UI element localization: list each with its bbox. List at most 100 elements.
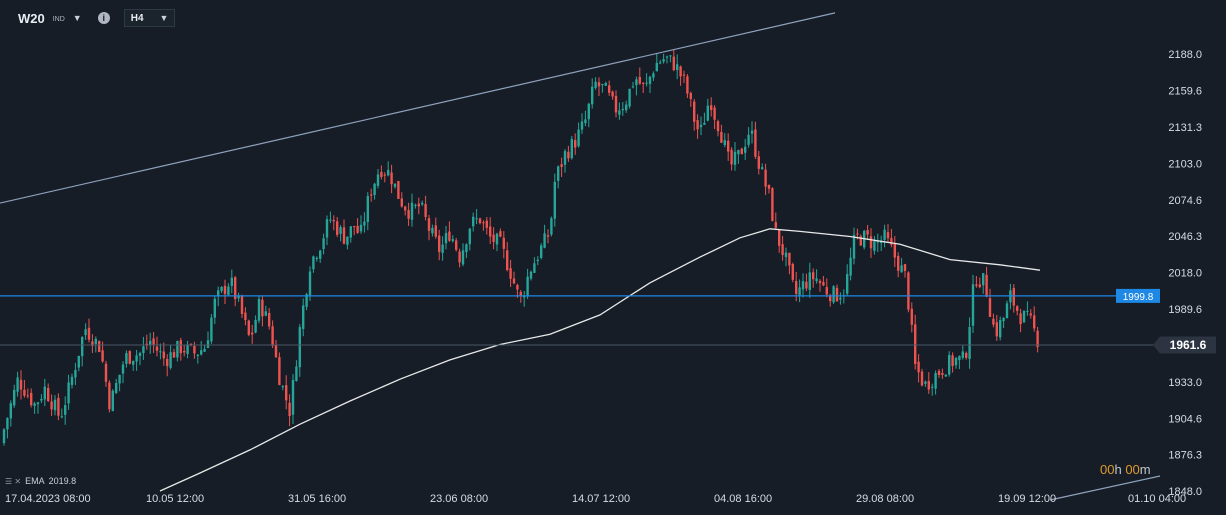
candle-body [495, 233, 499, 245]
candle-body [614, 95, 618, 113]
candle-body [271, 326, 274, 346]
candle-body [210, 317, 213, 342]
candle-body [567, 151, 570, 159]
candle-body [648, 76, 652, 85]
candle-body [278, 357, 281, 386]
candle-body [597, 82, 601, 87]
candle-body [832, 286, 835, 303]
candle-body [305, 294, 308, 307]
candle-body [550, 218, 553, 235]
candle-body [257, 298, 261, 321]
candle-body [594, 81, 597, 88]
candle-body [699, 124, 703, 128]
candle-body [659, 62, 662, 64]
candle-body [720, 131, 723, 143]
candle-body [458, 251, 461, 263]
candle-body [988, 298, 992, 317]
y-tick-label: 2188.0 [1168, 49, 1202, 61]
candle-body [747, 134, 750, 145]
candle-body [176, 341, 179, 358]
candle-body [631, 86, 635, 88]
candle-body [733, 151, 737, 165]
candle-body [312, 256, 315, 270]
candle-body [36, 402, 40, 405]
candle-body [818, 280, 822, 284]
candle-body [366, 196, 369, 223]
candle-body [451, 239, 454, 242]
candle-body [417, 203, 420, 207]
candle-body [240, 295, 244, 314]
candle-body [696, 120, 699, 130]
y-tick-label: 1848.0 [1168, 486, 1202, 498]
x-tick-label: 01.10 04:00 [1128, 493, 1186, 505]
candle-body [118, 374, 121, 384]
candle-body [108, 382, 111, 410]
candle-body [951, 355, 954, 367]
candle-body [91, 341, 94, 346]
candle-body [927, 381, 930, 390]
candle-body [13, 389, 16, 406]
y-tick-label: 1989.6 [1168, 304, 1202, 316]
candle-body [125, 353, 128, 364]
candle-body [543, 233, 546, 248]
candle-body [910, 308, 913, 325]
candle-body [363, 221, 366, 226]
candle-body [536, 259, 539, 261]
candle-body [812, 272, 815, 280]
candle-body [815, 278, 818, 282]
candle-body [9, 403, 12, 419]
candle-body [791, 264, 794, 280]
trend-line[interactable] [0, 12, 836, 204]
candle-body [329, 219, 332, 221]
candle-body [761, 167, 764, 170]
timeframe-select[interactable]: H4 ▼ [123, 9, 176, 27]
candle-body [264, 311, 267, 316]
candle-body [693, 101, 696, 122]
candle-body [808, 272, 811, 290]
candle-body [444, 233, 448, 244]
candle-body [482, 222, 485, 224]
candle-body [934, 373, 937, 389]
candle-body [1005, 303, 1009, 319]
candle-body [200, 350, 203, 355]
candle-body [652, 73, 655, 78]
candle-body [121, 364, 125, 374]
candle-body [441, 244, 444, 253]
candle-body [764, 169, 767, 187]
indicator-legend: ☰ ✕ EMA 2019.8 [5, 476, 76, 486]
candle-body [856, 233, 859, 235]
candle-body [342, 227, 346, 244]
countdown-hours: 00 [1100, 462, 1115, 477]
indicator-settings-icon[interactable]: ☰ ✕ [5, 476, 22, 486]
y-tick-label: 2018.0 [1168, 268, 1202, 280]
candle-body [608, 85, 611, 93]
candle-body [230, 277, 233, 286]
candle-body [978, 284, 981, 288]
x-tick-label: 29.08 08:00 [856, 493, 914, 505]
candle-body [1012, 288, 1015, 306]
candle-body [142, 346, 145, 353]
candle-body [438, 235, 441, 252]
candle-body [999, 320, 1002, 338]
candle-body [890, 238, 893, 245]
candle-body [33, 403, 36, 406]
candle-body [220, 287, 223, 291]
info-icon[interactable]: i [97, 12, 110, 24]
candle-body [682, 74, 686, 76]
candle-body [604, 82, 607, 86]
candle-body [781, 244, 784, 255]
candle-body [455, 240, 458, 250]
candle-body [339, 227, 342, 234]
candle-body [645, 82, 648, 84]
symbol-dropdown-icon[interactable]: ▼ [72, 13, 82, 23]
candle-body [111, 390, 114, 412]
timeframe-dropdown-icon: ▼ [159, 13, 169, 23]
symbol-name[interactable]: W20 [18, 10, 45, 26]
candle-body [509, 268, 512, 279]
candle-body [1033, 315, 1036, 329]
candle-body [574, 140, 577, 148]
candle-body [223, 285, 227, 295]
indicator-label: EMA [25, 476, 45, 486]
candle-body [380, 171, 383, 177]
